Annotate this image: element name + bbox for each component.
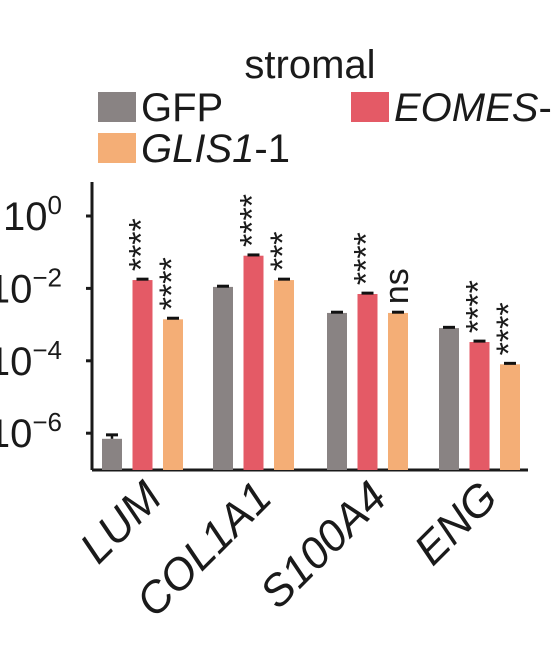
bars [102,255,520,470]
category-label: S100A4 [251,472,396,617]
chart-title: stromal [244,43,375,87]
legend-swatch [98,133,136,163]
bar [243,255,264,470]
error-bar [247,253,260,257]
error-bars [106,253,516,439]
error-bar [392,310,404,314]
significance-label: **** [153,257,191,310]
bar [388,312,408,470]
bar [132,280,153,470]
significance-label: ns [378,268,416,304]
significance-label: **** [460,280,498,333]
bar [102,438,122,470]
bar [439,328,459,470]
error-bar [167,316,179,320]
significance-label: **** [490,302,528,355]
legend-label: EOMES-2 [394,86,552,130]
significance-label: **** [348,232,386,285]
bar [469,342,490,470]
category-label: LUM [71,472,172,573]
legend: GFP EOMES-2 GLIS1-1 [98,86,552,171]
y-axis-ticks: 100 10−2 10−4 10−6 [0,190,92,456]
y-tick-label: 10−2 [0,262,62,311]
bar [357,294,378,470]
bar [274,280,294,470]
legend-item: GLIS1-1 [98,127,290,171]
significance-label: **** [123,218,161,271]
error-bar [473,339,486,343]
legend-label: GFP [141,86,223,130]
significance-label: **** [234,194,272,247]
error-bar [278,277,290,281]
error-bar [331,310,343,314]
y-tick-label: 10−6 [0,407,62,456]
error-bar [443,325,455,329]
y-tick-label: 10−4 [0,335,62,384]
error-bar [217,284,229,288]
legend-item: GFP [98,86,223,130]
category-label: ENG [405,472,507,574]
legend-item: EOMES-2 [351,86,552,130]
bar [500,364,520,470]
legend-swatch [351,92,389,122]
legend-swatch [98,92,136,122]
significance-label: *** [264,231,302,271]
y-tick-label: 100 [3,190,62,239]
significance-labels: *************** ****ns ******** [123,194,529,355]
error-bar [106,433,118,439]
legend-label: GLIS1-1 [141,127,290,171]
error-bar [136,277,149,281]
bar [327,312,347,470]
error-bar [504,361,516,365]
error-bar [361,291,374,295]
bar [213,286,233,470]
bar [163,319,183,470]
